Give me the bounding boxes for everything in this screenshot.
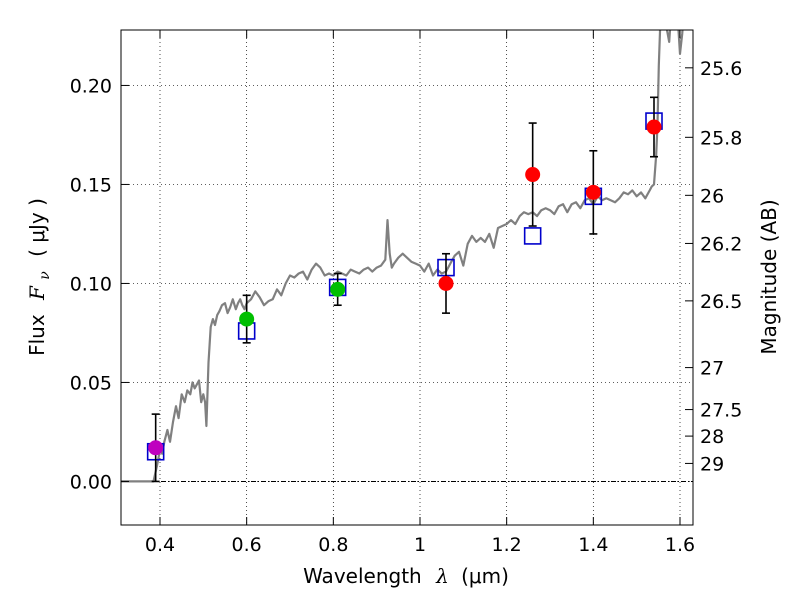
- y-axis-title-subscript: ν: [37, 271, 53, 280]
- x-axis-title-prefix: Wavelength: [303, 564, 422, 588]
- x-tick-label: 1.6: [665, 534, 695, 556]
- y2-tick-label: 26.5: [700, 291, 742, 313]
- observed-point: [585, 184, 601, 200]
- y-tick-label: 0.20: [70, 75, 112, 97]
- y-tick-label: 0.00: [70, 471, 112, 493]
- y-axis-title-prefix: Flux: [25, 314, 49, 356]
- y2-tick-label: 25.8: [700, 127, 742, 149]
- observed-point: [330, 281, 346, 297]
- y-axis-title-symbol: F: [25, 285, 49, 301]
- y2-tick-label: 26: [700, 185, 724, 207]
- x-tick-label: 0.6: [232, 534, 262, 556]
- x-axis-title-symbol: λ: [435, 564, 449, 588]
- model-band-square: [523, 227, 542, 245]
- x-axis-title-unit: (μm): [461, 564, 509, 588]
- y2-axis-title: Magnitude (AB): [757, 199, 781, 354]
- y2-tick-label: 26.2: [700, 233, 742, 255]
- plot-area: [121, 30, 693, 525]
- plot-frame: [120, 29, 694, 526]
- observed-point: [525, 167, 541, 183]
- y-tick-label: 0.05: [70, 372, 112, 394]
- y-axis-title: Flux F ν ( μJy ): [25, 198, 54, 356]
- observed-point: [239, 311, 255, 327]
- x-tick-label: 1.2: [492, 534, 522, 556]
- y2-tick-label: 27: [700, 358, 724, 380]
- x-tick-label: 1: [414, 534, 426, 556]
- observed-point: [148, 440, 164, 456]
- y2-tick-label: 29: [700, 453, 724, 475]
- observed-point: [646, 119, 662, 135]
- grid: [121, 30, 693, 525]
- model-spectrum-line: [121, 30, 684, 483]
- y2-tick-label: 25.6: [700, 58, 742, 80]
- x-tick-label: 0.8: [318, 534, 348, 556]
- axis-ticks: [121, 30, 693, 525]
- data-markers: [146, 96, 663, 483]
- tick-labels: 0.4 0.6 0.8 1 1.2 1.4 1.6 0.00 0.05 0.10 0.15 0.20 2…: [70, 58, 743, 556]
- y-axis-title-unit: ( μJy ): [25, 198, 49, 257]
- y-tick-label: 0.15: [70, 174, 112, 196]
- x-tick-label: 1.4: [578, 534, 608, 556]
- observed-point: [438, 275, 454, 291]
- x-axis-title: Wavelength λ (μm): [303, 564, 509, 588]
- y-tick-label: 0.10: [70, 273, 112, 295]
- x-tick-label: 0.4: [145, 534, 175, 556]
- y2-tick-label: 27.5: [700, 400, 742, 422]
- y2-tick-label: 28: [700, 426, 724, 448]
